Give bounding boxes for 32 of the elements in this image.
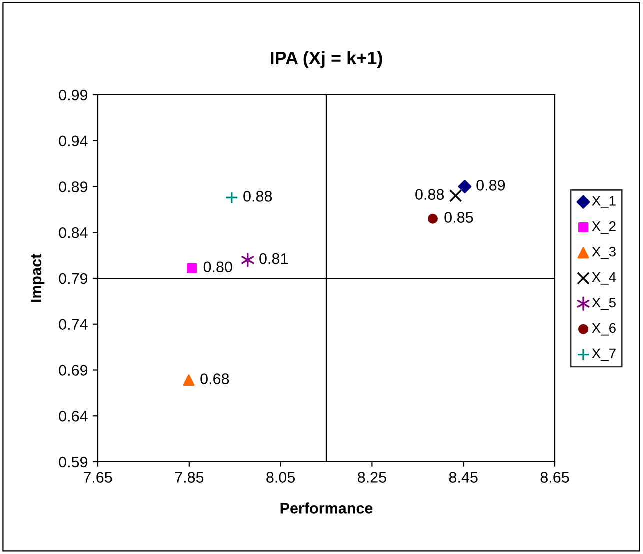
x-tick-label: 8.05 <box>266 472 296 483</box>
data-label: 0.80 <box>204 262 232 273</box>
y-tick-label: 0.69 <box>59 365 88 376</box>
data-label: 0.88 <box>244 191 272 202</box>
legend-label: X_1 <box>592 196 616 209</box>
x-tick-label: 7.65 <box>84 472 112 483</box>
legend-label: X_6 <box>592 323 616 336</box>
legend-label: X_7 <box>592 348 616 362</box>
y-tick-label: 0.89 <box>59 182 88 192</box>
x-axis-title: Performance <box>280 502 373 514</box>
data-label: 0.85 <box>444 212 474 223</box>
data-label: 0.88 <box>416 189 444 200</box>
data-label: 0.68 <box>200 374 230 384</box>
x-tick-label: 7.85 <box>175 472 204 483</box>
y-axis-title: Impact <box>30 254 45 302</box>
y-tick-label: 0.99 <box>59 90 88 101</box>
legend-label: X_3 <box>592 246 616 260</box>
y-tick-label: 0.79 <box>59 273 88 284</box>
y-tick-label: 0.74 <box>59 319 88 330</box>
data-label: 0.81 <box>260 253 288 264</box>
chart-title: IPA (Xj = k+1) <box>271 51 382 68</box>
data-label: 0.89 <box>476 180 506 191</box>
x-tick-label: 8.45 <box>449 472 478 483</box>
legend-label: X_4 <box>592 272 616 285</box>
y-tick-label: 0.84 <box>59 227 88 238</box>
x-tick-label: 8.65 <box>540 472 570 483</box>
y-tick-label: 0.59 <box>59 456 88 468</box>
legend-label: X_5 <box>592 298 616 310</box>
x-tick-label: 8.25 <box>358 472 386 483</box>
y-tick-label: 0.64 <box>59 410 88 422</box>
y-tick-label: 0.94 <box>59 136 88 147</box>
legend-label: X_2 <box>592 222 616 234</box>
